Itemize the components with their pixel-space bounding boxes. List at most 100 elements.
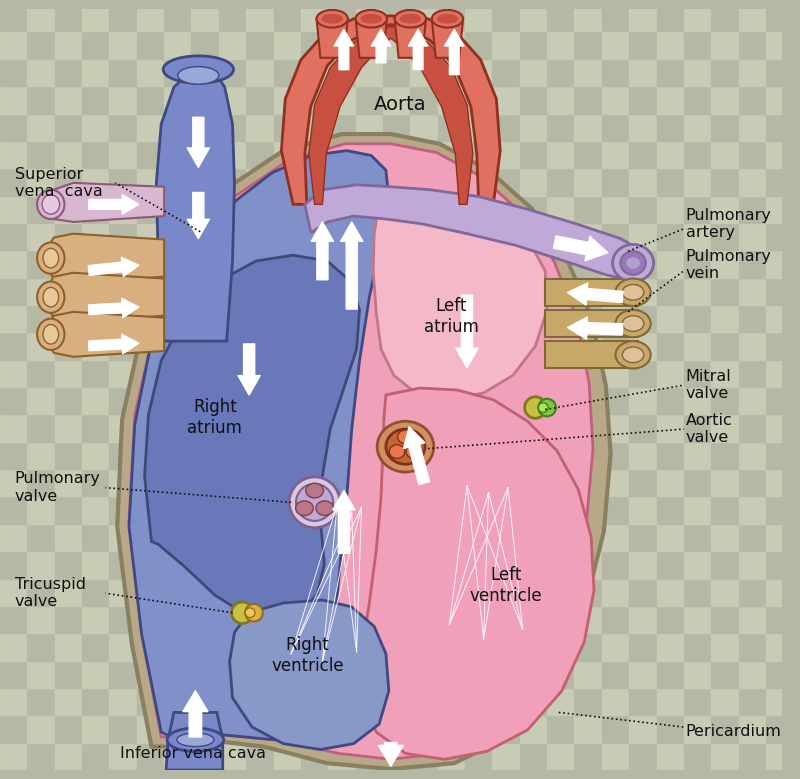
Ellipse shape xyxy=(322,14,343,23)
Bar xyxy=(438,333,465,360)
Bar xyxy=(574,250,602,277)
Bar xyxy=(191,31,219,58)
Bar xyxy=(0,250,27,277)
Bar xyxy=(356,442,383,469)
Bar xyxy=(137,414,164,442)
Bar xyxy=(27,196,54,223)
Bar xyxy=(547,141,574,168)
Bar xyxy=(438,633,465,661)
Bar xyxy=(301,277,328,305)
Bar xyxy=(629,58,657,86)
Polygon shape xyxy=(282,16,500,204)
Bar xyxy=(191,523,219,552)
Bar xyxy=(0,469,27,496)
Bar xyxy=(766,250,794,277)
Bar xyxy=(82,442,110,469)
Bar xyxy=(246,442,274,469)
Bar xyxy=(110,606,137,633)
Bar xyxy=(629,715,657,742)
Bar xyxy=(356,688,383,715)
Bar xyxy=(383,469,410,496)
Bar xyxy=(164,414,191,442)
Bar xyxy=(137,305,164,333)
Bar xyxy=(711,0,738,4)
Bar xyxy=(602,414,629,442)
Polygon shape xyxy=(545,310,638,337)
Bar xyxy=(574,168,602,196)
Bar xyxy=(766,86,794,114)
Bar xyxy=(492,387,520,414)
Bar xyxy=(410,606,438,633)
Bar xyxy=(520,552,547,579)
Bar xyxy=(410,742,438,770)
Bar xyxy=(492,360,520,387)
Bar xyxy=(574,742,602,770)
Bar xyxy=(246,523,274,552)
Bar xyxy=(54,414,82,442)
Bar xyxy=(711,606,738,633)
Bar xyxy=(27,168,54,196)
Bar xyxy=(191,442,219,469)
Ellipse shape xyxy=(620,252,646,275)
Bar xyxy=(547,496,574,523)
Text: Aortic
valve: Aortic valve xyxy=(686,413,733,446)
Bar xyxy=(301,360,328,387)
Bar xyxy=(82,223,110,250)
Bar xyxy=(54,196,82,223)
Bar xyxy=(328,360,356,387)
Bar xyxy=(794,715,800,742)
Bar xyxy=(547,414,574,442)
Bar xyxy=(219,496,246,523)
Ellipse shape xyxy=(613,245,654,281)
Bar xyxy=(328,277,356,305)
Bar xyxy=(766,579,794,606)
Text: Pericardium: Pericardium xyxy=(686,724,782,739)
Bar xyxy=(246,305,274,333)
Bar xyxy=(137,250,164,277)
Bar xyxy=(410,360,438,387)
Bar xyxy=(82,688,110,715)
Bar xyxy=(711,86,738,114)
Bar xyxy=(794,606,800,633)
Bar xyxy=(274,333,301,360)
Bar xyxy=(137,31,164,58)
Bar xyxy=(27,141,54,168)
Bar xyxy=(794,742,800,770)
Bar xyxy=(711,250,738,277)
Bar xyxy=(328,414,356,442)
Bar xyxy=(219,360,246,387)
Bar xyxy=(191,496,219,523)
Bar xyxy=(27,633,54,661)
Bar xyxy=(574,442,602,469)
Bar xyxy=(794,0,800,4)
Bar xyxy=(547,4,574,31)
Bar xyxy=(246,141,274,168)
Bar xyxy=(27,387,54,414)
Bar xyxy=(657,58,684,86)
Bar xyxy=(383,196,410,223)
Bar xyxy=(356,414,383,442)
Bar xyxy=(110,633,137,661)
Bar xyxy=(410,442,438,469)
Bar xyxy=(246,633,274,661)
Bar xyxy=(574,333,602,360)
Bar xyxy=(465,0,492,4)
Text: Aorta: Aorta xyxy=(374,95,427,115)
Bar xyxy=(465,141,492,168)
Bar xyxy=(766,742,794,770)
Bar xyxy=(219,141,246,168)
Bar xyxy=(27,442,54,469)
Bar xyxy=(438,523,465,552)
Bar xyxy=(82,196,110,223)
Bar xyxy=(438,552,465,579)
Bar xyxy=(301,196,328,223)
Bar xyxy=(684,688,711,715)
Bar xyxy=(574,661,602,688)
Bar xyxy=(356,114,383,141)
Bar xyxy=(219,277,246,305)
Bar xyxy=(164,0,191,4)
Bar xyxy=(629,688,657,715)
Bar xyxy=(657,168,684,196)
Bar xyxy=(602,223,629,250)
Bar xyxy=(574,0,602,4)
